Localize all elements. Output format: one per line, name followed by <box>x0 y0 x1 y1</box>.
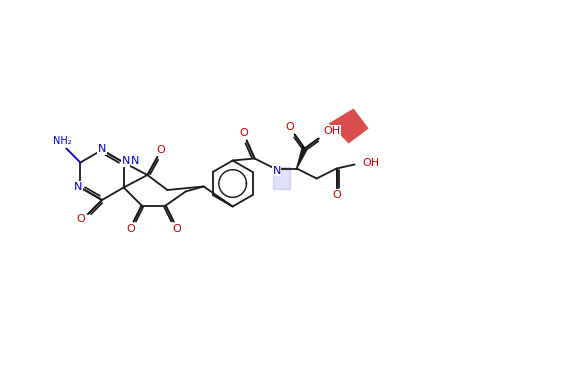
Text: N: N <box>122 157 130 166</box>
Text: NH₂: NH₂ <box>53 136 71 147</box>
Polygon shape <box>297 147 307 168</box>
Text: N: N <box>272 166 281 176</box>
Text: N: N <box>74 182 82 192</box>
Text: N: N <box>131 156 140 166</box>
Text: O: O <box>172 225 181 234</box>
Text: OH: OH <box>324 125 341 136</box>
Polygon shape <box>329 109 369 144</box>
Text: OH: OH <box>363 157 380 168</box>
Text: N: N <box>98 144 106 154</box>
Text: O: O <box>77 214 85 224</box>
Text: O: O <box>332 190 341 200</box>
Text: O: O <box>239 128 248 138</box>
Text: O: O <box>126 225 135 234</box>
Text: O: O <box>285 122 294 131</box>
Text: O: O <box>156 145 165 155</box>
